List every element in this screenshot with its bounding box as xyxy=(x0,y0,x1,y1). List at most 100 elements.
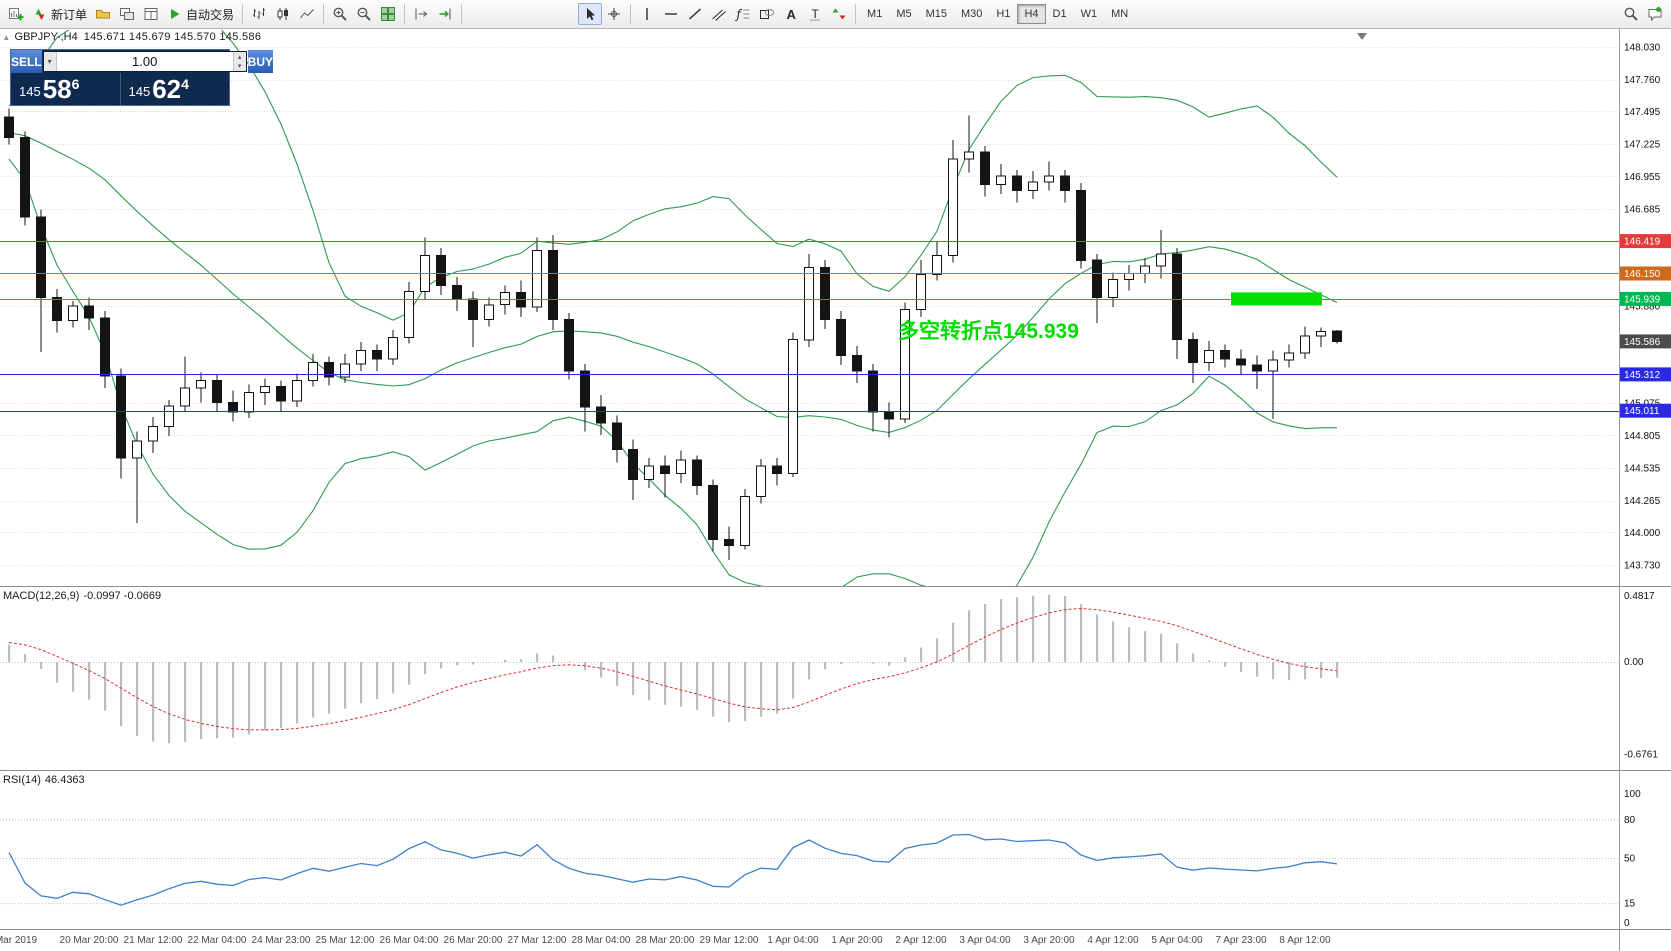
candle-bear xyxy=(612,422,622,450)
candle-bull xyxy=(484,304,494,320)
panel-separators[interactable] xyxy=(0,29,1671,951)
macd-panel[interactable] xyxy=(0,594,1619,744)
svg-text:22 Mar 04:00: 22 Mar 04:00 xyxy=(188,935,247,946)
horizontal-level-lines[interactable] xyxy=(0,240,1619,413)
chart-shift-button[interactable] xyxy=(409,3,433,25)
market-watch-button[interactable] xyxy=(115,3,139,25)
svg-text:144.535: 144.535 xyxy=(1624,464,1661,475)
candle-bear xyxy=(1236,358,1246,366)
macd-bar xyxy=(296,662,299,724)
rsi-panel[interactable] xyxy=(0,819,1619,906)
macd-bar xyxy=(72,662,75,692)
svg-text:0.4817: 0.4817 xyxy=(1624,591,1655,602)
sell-button[interactable]: SELL xyxy=(11,50,42,73)
lot-decrease-icon[interactable]: ▾ xyxy=(237,63,242,71)
candle-bear xyxy=(1220,350,1230,360)
chart-scroll-marker-icon[interactable] xyxy=(1357,33,1367,40)
toolbar: 新订单 自动交易 ƒ A T M1 M5 M15 M30 H1 H4 D1 W1 MN xyxy=(0,0,1671,29)
bar-chart-button[interactable] xyxy=(247,3,271,25)
timeframe-h4[interactable]: H4 xyxy=(1017,4,1046,24)
svg-text:145.011: 145.011 xyxy=(1624,406,1660,417)
macd-bar xyxy=(568,661,571,663)
candle-bull xyxy=(740,495,750,547)
timeframe-group: M1 M5 M15 M30 H1 H4 D1 W1 MN xyxy=(860,4,1135,24)
toolbar-separator xyxy=(461,4,463,24)
chat-button[interactable] xyxy=(1643,3,1667,25)
timeframe-m1[interactable]: M1 xyxy=(867,8,883,20)
candle-bear xyxy=(884,411,894,420)
fibonacci-button[interactable]: ƒ xyxy=(731,3,755,25)
macd-bar xyxy=(520,659,523,662)
lot-spinner[interactable]: ▴ ▾ xyxy=(232,52,246,71)
candle-bear xyxy=(276,386,286,402)
lot-dropdown-icon[interactable]: ▾ xyxy=(43,52,57,71)
label-button[interactable]: T xyxy=(803,3,827,25)
trendline-icon xyxy=(687,6,703,22)
arrows-button[interactable] xyxy=(827,3,851,25)
macd-bar xyxy=(248,662,251,735)
horizontal-line-button[interactable] xyxy=(659,3,683,25)
auto-scroll-button[interactable] xyxy=(433,3,457,25)
profiles-button[interactable] xyxy=(91,3,115,25)
sell-price[interactable]: 145 58 6 xyxy=(11,73,120,105)
line-chart-button[interactable] xyxy=(295,3,319,25)
toolbar-separator xyxy=(323,4,325,24)
candle-bear xyxy=(228,401,238,413)
price-badge-145.312: 145.312 xyxy=(1620,367,1671,382)
timeframe-m15[interactable]: M15 xyxy=(925,8,947,20)
macd-bar xyxy=(936,638,939,662)
svg-text:27 Mar 12:00: 27 Mar 12:00 xyxy=(508,935,567,946)
crosshair-button[interactable] xyxy=(602,3,626,25)
text-button[interactable]: A xyxy=(779,3,803,25)
svg-text:144.000: 144.000 xyxy=(1624,528,1661,539)
macd-bar xyxy=(728,662,731,723)
macd-bar xyxy=(1080,604,1083,662)
zoom-out-button[interactable] xyxy=(352,3,376,25)
lot-increase-icon[interactable]: ▴ xyxy=(237,53,242,61)
auto-trading-button[interactable]: 自动交易 xyxy=(163,3,238,25)
candle-chart-button[interactable] xyxy=(271,3,295,25)
shapes-icon xyxy=(759,6,775,22)
svg-text:8 Apr 12:00: 8 Apr 12:00 xyxy=(1279,935,1331,946)
buy-price[interactable]: 145 62 4 xyxy=(119,73,230,105)
tile-windows-button[interactable] xyxy=(376,3,400,25)
candles[interactable] xyxy=(4,108,1342,561)
buy-button[interactable]: BUY xyxy=(247,50,274,73)
timeframe-m30[interactable]: M30 xyxy=(961,8,983,20)
macd-bar xyxy=(1048,594,1051,662)
highlight-rectangle[interactable] xyxy=(1231,292,1322,306)
candle-bear xyxy=(116,375,126,459)
sell-price-big: 58 xyxy=(42,74,72,104)
timeframe-mn[interactable]: MN xyxy=(1111,8,1129,20)
macd-bar xyxy=(456,662,459,666)
search-button[interactable] xyxy=(1619,3,1643,25)
macd-bar xyxy=(24,654,27,662)
svg-text:ƒ: ƒ xyxy=(735,8,743,22)
macd-bar xyxy=(920,647,923,662)
zoom-in-button[interactable] xyxy=(328,3,352,25)
macd-bar xyxy=(984,604,987,662)
collapse-oneclick-icon[interactable]: ▴ xyxy=(4,31,9,42)
macd-bar xyxy=(328,662,331,714)
channel-button[interactable] xyxy=(707,3,731,25)
profiles-icon xyxy=(95,6,111,22)
cursor-button[interactable] xyxy=(578,3,603,25)
candle-bull xyxy=(1284,352,1294,361)
trendline-button[interactable] xyxy=(683,3,707,25)
timeframe-d1[interactable]: D1 xyxy=(1052,8,1067,20)
navigator-button[interactable] xyxy=(139,3,163,25)
search-icon xyxy=(1623,6,1639,22)
candle-bull xyxy=(1156,253,1166,267)
timeframe-h1[interactable]: H1 xyxy=(996,8,1011,20)
lot-size-input[interactable] xyxy=(56,52,233,71)
timeframe-w1[interactable]: W1 xyxy=(1080,8,1098,20)
candle-bear xyxy=(708,485,718,541)
new-order-button[interactable]: 新订单 xyxy=(28,3,91,25)
vertical-line-button[interactable] xyxy=(635,3,659,25)
new-chart-button[interactable] xyxy=(4,3,28,25)
candle-bull xyxy=(644,465,654,481)
timeframe-m5[interactable]: M5 xyxy=(896,8,912,20)
shapes-button[interactable] xyxy=(755,3,779,25)
rsi-name: RSI(14) xyxy=(3,774,41,786)
